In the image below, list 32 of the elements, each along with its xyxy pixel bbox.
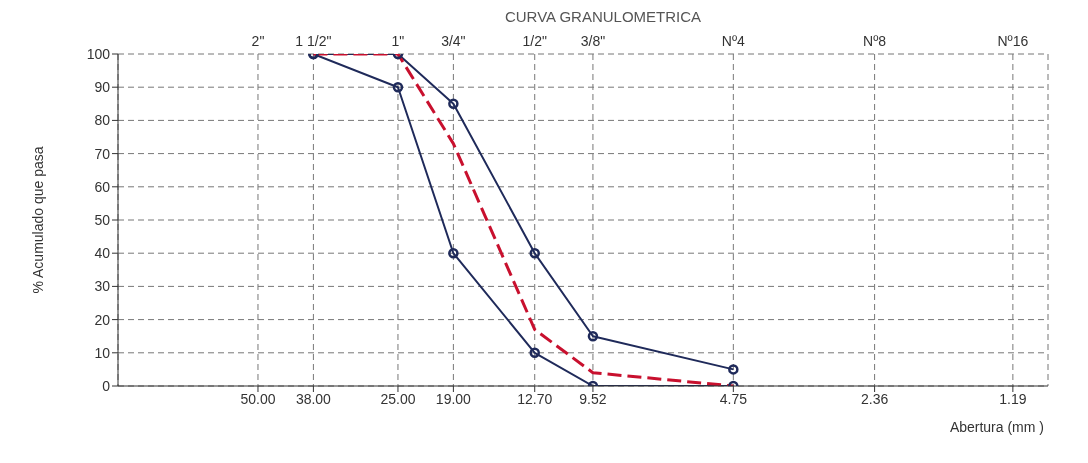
y-tick-label: 100	[86, 45, 111, 62]
y-tick-label: 80	[94, 112, 111, 129]
y-tick-label: 30	[94, 278, 111, 295]
y-tick-label: 70	[94, 145, 111, 162]
y-tick-label: 50	[94, 211, 111, 228]
y-tick-label: 40	[94, 245, 111, 262]
text: 1 1/2"	[295, 33, 332, 49]
x-tick-label: 19.00	[435, 390, 472, 407]
x-tick-label: 4.75	[719, 390, 748, 407]
text: Nº16	[997, 33, 1029, 49]
x-tick-label: 38.00	[295, 390, 332, 407]
text: 2"	[251, 33, 265, 49]
y-axis-title: % Acumulado que pasa	[29, 146, 46, 294]
x-tick-label: 2.36	[860, 390, 889, 407]
text: 3/4"	[441, 33, 466, 49]
x-tick-label: 9.52	[579, 390, 607, 407]
text: 3/8"	[580, 33, 606, 49]
x-tick-label: 1.19	[999, 390, 1027, 407]
x-tick-label: 25.00	[380, 390, 416, 407]
x-tick-label: 12.70	[517, 390, 553, 407]
y-tick-label: 20	[94, 311, 111, 328]
chart-title: CURVA GRANULOMETRICA	[503, 8, 703, 26]
y-tick-label: 60	[94, 178, 111, 195]
y-tick-label: 0	[102, 377, 111, 394]
text: 1/2"	[522, 33, 547, 49]
text: Nº8	[863, 33, 887, 49]
x-axis-title: Abertura (mm )	[949, 419, 1044, 435]
x-tick-label: 50.00	[240, 390, 276, 407]
y-tick-label: 10	[94, 344, 111, 361]
y-tick-label: 90	[94, 79, 111, 96]
text: Nº4	[721, 33, 746, 49]
text: 1"	[391, 33, 405, 49]
